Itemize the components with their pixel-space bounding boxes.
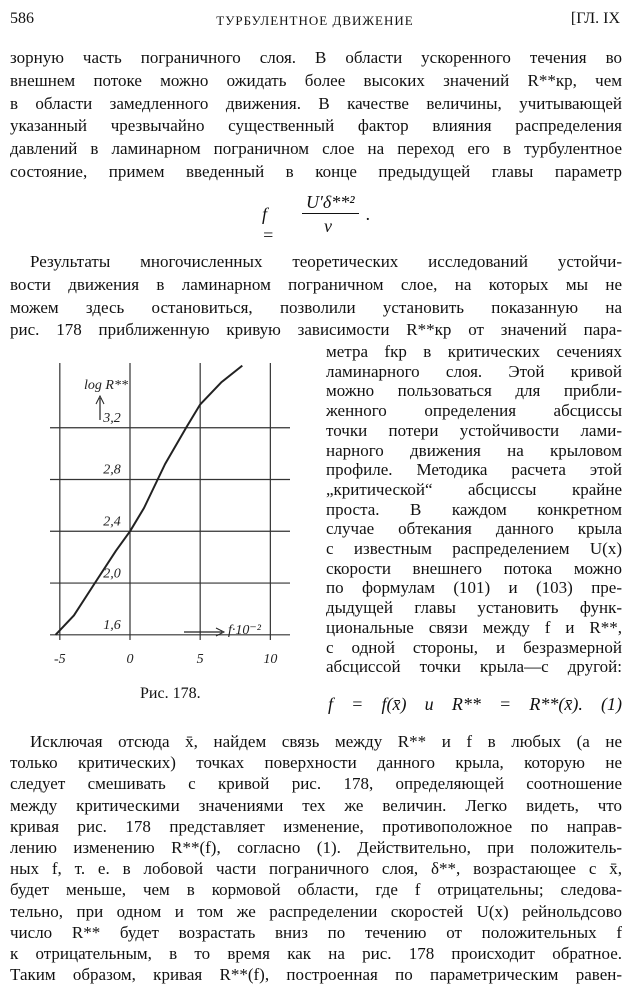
x-tick-label: 5 xyxy=(197,652,204,667)
formula-numerator: U′δ**² xyxy=(302,192,359,214)
text-line: указанный чрезвычайно существенный факто… xyxy=(10,116,622,136)
curve xyxy=(54,364,243,636)
y-tick-label: 2,4 xyxy=(103,514,121,529)
text-line: к отрицательным, в то время как на рис. … xyxy=(10,944,622,963)
x-axis-label: f·10⁻² xyxy=(228,623,262,638)
text-line: женного определения абсциссы xyxy=(326,401,622,421)
text-line: состояние, примем введенный в конце пред… xyxy=(10,162,622,181)
text-line: точки потери устойчивости лами- xyxy=(326,420,622,440)
chapter: [ГЛ. IX xyxy=(570,10,620,27)
arrow-head xyxy=(95,394,105,405)
text-line: вости движения в ламинарном пограничном … xyxy=(10,274,622,294)
text-line: Результаты многочисленных теоретических … xyxy=(30,252,622,271)
text-line: Исключая отсюда x̄, найдем связь между R… xyxy=(30,732,622,751)
text-line: будет меньше, чем в кормовой области, гд… xyxy=(10,880,622,900)
text-line: можно пользоваться для прибли- xyxy=(326,381,622,401)
text-line: только критических) точках поверхности д… xyxy=(10,753,622,773)
text-line: тельно, при одном и том же распределении… xyxy=(10,901,622,921)
figure-caption: Рис. 178. xyxy=(140,685,201,702)
running-title: ТУРБУЛЕНТНОЕ ДВИЖЕНИЕ xyxy=(216,13,414,28)
text-line: по формулам (101) и (103) пре- xyxy=(326,578,622,598)
text-line: число R** будет возрастать вниз по течен… xyxy=(10,922,622,942)
y-tick-label: 2,0 xyxy=(103,566,121,581)
arrow-head xyxy=(215,627,226,637)
figure: 1,6 2,0 2,4 2,8 3,2 -5 0 5 10 log R** f·10⁻² xyxy=(50,363,290,667)
text-line: кривая рис. 178 представляет изменение, … xyxy=(10,816,622,836)
text-line: с известным распределением U(x) xyxy=(326,539,622,558)
text-line: дыдущей главы установить функ- xyxy=(326,598,622,618)
text-line: „критической“ абсциссы крайне xyxy=(326,479,622,499)
x-tick-label: -5 xyxy=(54,652,66,667)
text-line: давлений в ламинарном пограничном слое н… xyxy=(10,139,622,159)
y-tick-label: 2,8 xyxy=(103,463,121,478)
text-line: можем здесь остановиться, позволили уста… xyxy=(10,297,622,317)
text-line: внешнем потоке можно ожидать более высок… xyxy=(10,70,622,90)
text-line: ных f, т. е. в лобовой части пограничног… xyxy=(10,859,622,879)
text-line: лению изменению R**(f), согласно (1). Де… xyxy=(10,838,622,857)
text-line: между критическими значениями тех же вел… xyxy=(10,795,622,815)
text-line: метра fкр в критических сечениях xyxy=(326,342,622,361)
y-tick-label: 3,2 xyxy=(102,411,121,426)
y-tick-label: 1,6 xyxy=(103,618,121,633)
formula-end: . xyxy=(366,204,371,224)
text-line: циональные связи между f и R**, xyxy=(326,617,622,637)
text-line: профиле. Методика расчета этой xyxy=(326,460,622,480)
text-line: абсциссой точки крыла—с другой: xyxy=(326,657,622,677)
equation: f = f(x̄) и R** = R**(x̄). (1) xyxy=(328,694,622,714)
text-line: Таким образом, кривая R**(f), построенна… xyxy=(10,965,622,985)
formula-denominator: ν xyxy=(324,216,332,236)
x-tick-label: 0 xyxy=(127,652,134,667)
y-axis-label: log R** xyxy=(84,378,128,393)
text-line: следует смешивать с кривой рис. 178, опр… xyxy=(10,774,622,794)
text-line: ламинарного слоя. Этой кривой xyxy=(326,361,622,381)
text-line: рис. 178 приближенную кривую зависимости… xyxy=(10,320,622,340)
x-tick-label: 10 xyxy=(263,652,277,667)
page-number: 586 xyxy=(10,10,34,27)
text-line: в области замедленного движения. В качес… xyxy=(10,93,622,113)
text-line: проста. В каждом конкретном xyxy=(326,499,622,519)
text-line: с одной стороны, и безразмерной xyxy=(326,637,622,657)
formula-lhs: f = xyxy=(262,204,275,245)
text-line: скорости внешнего потока можно xyxy=(326,558,622,578)
text-line: нарного движения на крыловом xyxy=(326,440,622,460)
text-line: зорную часть пограничного слоя. В област… xyxy=(10,48,622,67)
text-line: случае обтекания данного крыла xyxy=(326,519,622,539)
